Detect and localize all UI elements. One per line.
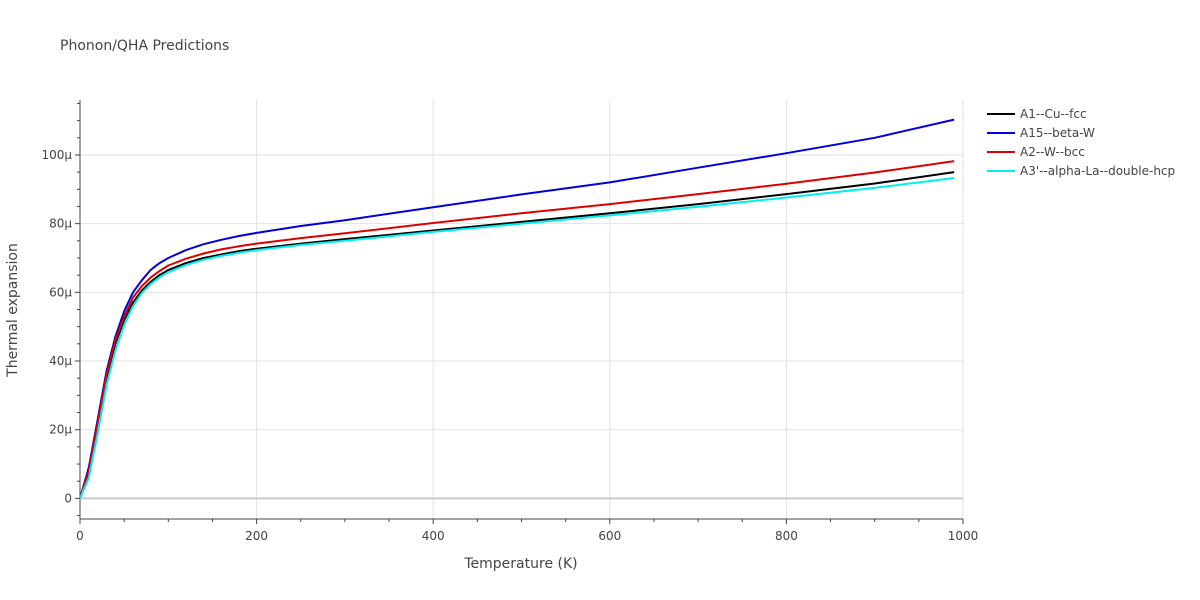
series-line-4 [79,177,955,499]
x-tick-label: 400 [422,529,445,543]
x-tick-label: 800 [775,529,798,543]
legend: A1--Cu--fcc A15--beta-W A2--W--bcc A3'--alp… [987,107,1175,178]
y-tick-label: 0 [64,491,72,505]
x-tick-label: 200 [245,529,268,543]
legend-label: A3'--alpha-La--double-hcp [1020,164,1175,178]
y-tick-label: 80μ [49,217,72,231]
series-line-3 [79,160,955,499]
grid [80,100,964,519]
axes [79,100,963,520]
y-tick-label: 100μ [41,148,72,162]
legend-label: A1--Cu--fcc [1020,107,1087,121]
x-axis-title: Temperature (K) [463,556,577,572]
legend-label: A2--W--bcc [1020,145,1085,159]
y-tick-label: 20μ [49,423,72,437]
series-lines [79,118,955,499]
legend-label: A15--beta-W [1020,126,1095,140]
series-line-1 [79,171,955,499]
y-tick-label: 60μ [49,285,72,299]
series-line-2 [79,118,955,499]
x-tick-label: 600 [598,529,621,543]
y-axis-title: Thermal expansion [5,243,21,378]
ticks: 0 200 400 600 800 1000 0 20μ 40μ 60μ 80μ 100μ [41,102,979,543]
y-tick-label: 40μ [49,354,72,368]
x-tick-label: 1000 [948,529,979,543]
chart-title: Phonon/QHA Predictions [60,38,229,54]
x-tick-label: 0 [76,529,84,543]
